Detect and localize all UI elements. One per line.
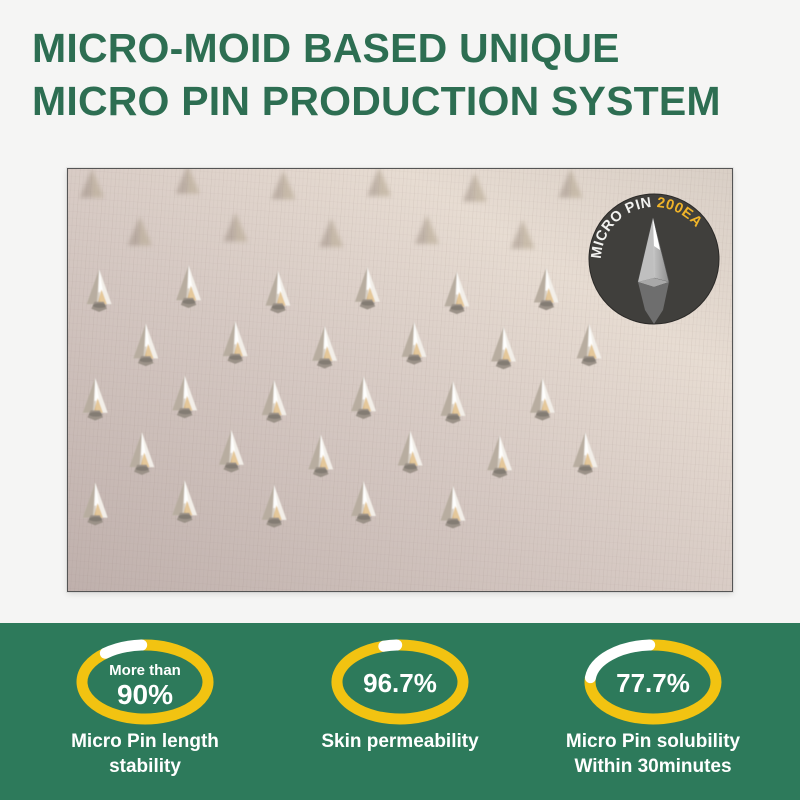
- svg-text:96.7%: 96.7%: [363, 668, 437, 698]
- svg-text:90%: 90%: [117, 679, 173, 710]
- svg-text:77.7%: 77.7%: [616, 668, 690, 698]
- svg-text:More than: More than: [109, 662, 181, 679]
